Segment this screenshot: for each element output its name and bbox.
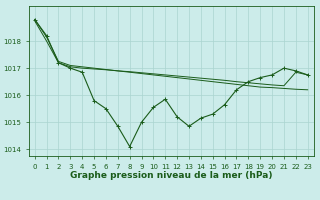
- X-axis label: Graphe pression niveau de la mer (hPa): Graphe pression niveau de la mer (hPa): [70, 171, 272, 180]
